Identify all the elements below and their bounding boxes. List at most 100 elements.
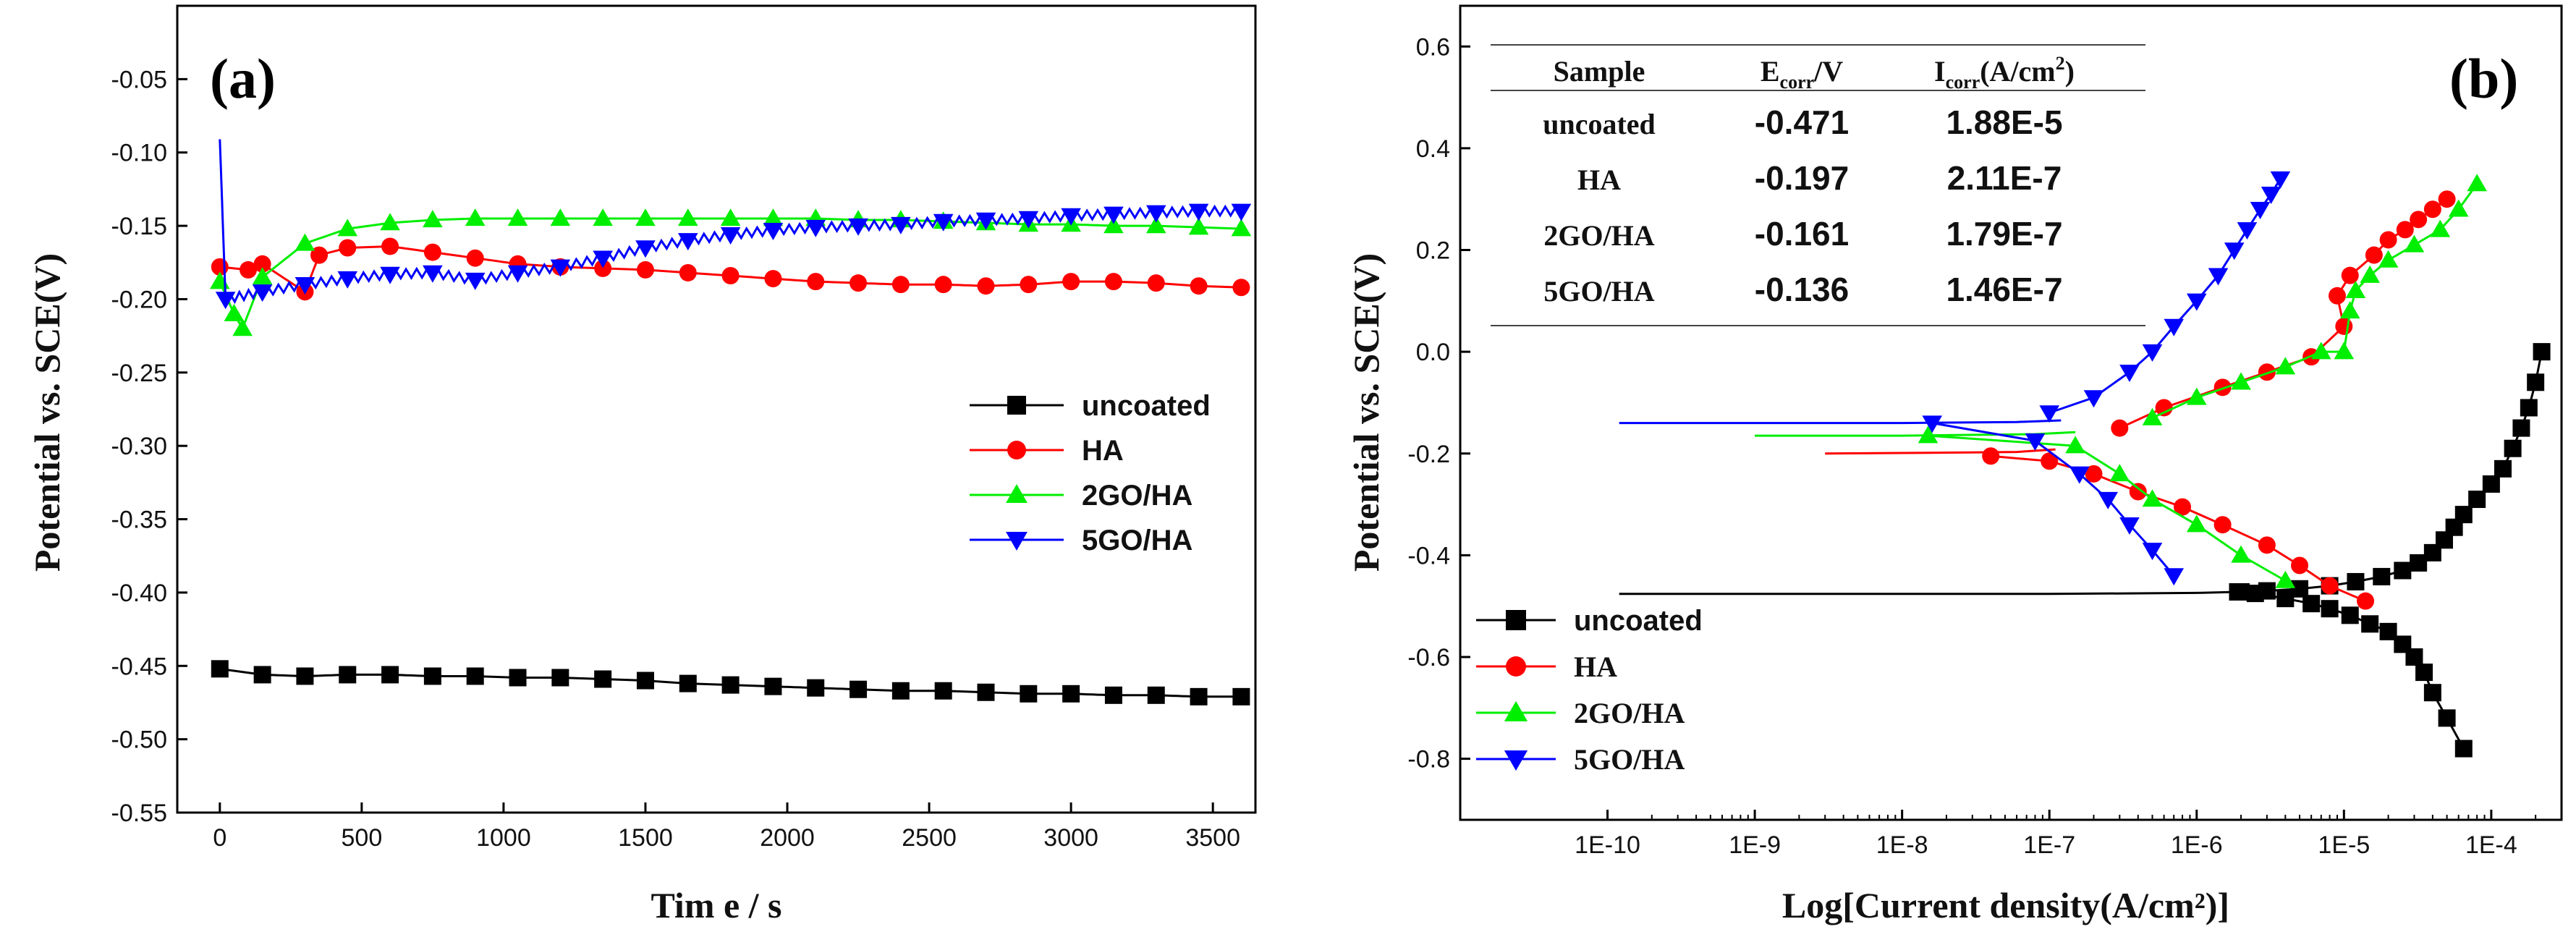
data-point	[1018, 211, 1039, 229]
y-tick-label: -0.20	[111, 286, 168, 313]
legend-marker	[1504, 750, 1528, 771]
data-point	[934, 276, 952, 294]
series-line	[219, 139, 1242, 305]
table-row: uncoated -0.471 1.88E-5	[1543, 103, 2062, 141]
data-point	[337, 271, 358, 289]
legend: uncoated HA 2GO/HA 5GO/HA	[970, 390, 1211, 556]
y-tick-label: -0.2	[1407, 441, 1450, 468]
legend-label: 5GO/HA	[1082, 525, 1192, 556]
data-point	[2438, 190, 2456, 208]
data-point	[423, 210, 443, 228]
data-point	[677, 233, 698, 251]
data-point	[1147, 274, 1165, 292]
data-point	[2164, 568, 2185, 586]
series-5go-ha	[215, 139, 1252, 310]
data-point	[2438, 709, 2456, 727]
data-point	[2423, 684, 2441, 702]
data-point	[2258, 582, 2276, 600]
data-point	[465, 208, 486, 226]
y-tick-label: -0.05	[111, 66, 168, 93]
data-point	[2494, 459, 2512, 478]
y-axis-label: Potential vs. SCE(V)	[27, 253, 67, 572]
series-baseline	[1619, 590, 2238, 596]
x-tick-label: 3500	[1185, 824, 1240, 852]
data-point	[593, 208, 613, 226]
data-point	[2404, 234, 2425, 253]
data-point	[2302, 595, 2321, 613]
data-point	[2142, 407, 2163, 425]
y-tick-label: -0.35	[111, 507, 168, 534]
data-point	[252, 267, 273, 285]
data-point	[2270, 171, 2291, 189]
data-point	[679, 263, 697, 281]
legend-marker	[1504, 700, 1528, 721]
x-tick-label: 1E-5	[2318, 831, 2370, 859]
x-tick-label: 1E-7	[2023, 831, 2075, 859]
x-tick-label: 2500	[902, 824, 957, 852]
data-point	[240, 260, 258, 279]
data-point	[2258, 536, 2276, 554]
data-point	[763, 222, 784, 240]
data-point	[1104, 273, 1122, 291]
data-point	[891, 682, 910, 700]
data-point	[2415, 664, 2433, 682]
data-point	[1147, 686, 1165, 704]
series-2go-ha	[1755, 174, 2487, 588]
data-point	[2512, 419, 2530, 437]
data-point	[2341, 606, 2359, 624]
y-tick-label: 0.6	[1416, 33, 1450, 61]
data-point	[337, 219, 358, 237]
data-point	[1918, 425, 1939, 444]
data-point	[850, 274, 868, 292]
legend-marker	[1006, 484, 1028, 504]
data-point	[764, 677, 782, 695]
table-cell-sample: HA	[1577, 164, 1621, 196]
data-point	[2039, 405, 2060, 423]
data-point	[2291, 580, 2309, 598]
y-tick-label: 0.2	[1416, 237, 1450, 265]
series-ha	[211, 237, 1250, 301]
data-point	[2142, 489, 2163, 507]
data-point	[2468, 491, 2486, 509]
data-point	[2275, 357, 2296, 375]
data-point	[636, 260, 654, 279]
data-point	[509, 669, 527, 687]
data-point	[295, 276, 315, 294]
data-point	[2224, 242, 2245, 260]
data-point	[677, 208, 698, 226]
data-point	[2365, 246, 2383, 264]
data-point	[2025, 433, 2046, 451]
legend-marker	[1007, 441, 1026, 459]
data-point	[2321, 600, 2339, 618]
table-header-sample: Sample	[1554, 55, 1645, 88]
table-cell-icorr: 1.79E-7	[1946, 215, 2062, 253]
table-cell-icorr: 2.11E-7	[1947, 159, 2062, 197]
table-cell-ecorr: -0.161	[1755, 215, 1849, 253]
data-point	[1062, 273, 1080, 291]
data-point	[721, 676, 740, 694]
data-point	[2231, 545, 2251, 563]
legend-marker	[1007, 396, 1026, 415]
data-point	[1103, 216, 1124, 234]
data-point	[2111, 419, 2129, 437]
data-point	[2237, 222, 2258, 240]
data-point	[466, 249, 484, 267]
panel-a: 0 500 1000 1500 2000 2500 3000 3500 -0.05 -0.10 -0…	[27, 4, 1257, 925]
legend-label: HA	[1082, 435, 1124, 467]
data-point	[2533, 343, 2551, 361]
data-point	[1188, 217, 1209, 235]
data-point	[679, 674, 697, 692]
data-point	[764, 270, 782, 288]
data-point	[423, 667, 441, 685]
table-cell-sample: 5GO/HA	[1543, 275, 1654, 308]
data-point	[2119, 365, 2140, 383]
table-cell-ecorr: -0.136	[1755, 271, 1849, 308]
panel-b: 1E-10 1E-9 1E-8 1E-7 1E-6 1E-5 1E-4 0.6 0.4 0.2 0.…	[1346, 4, 2563, 925]
legend: uncoated HA 2GO/HA 5GO/HA	[1476, 605, 1703, 776]
data-point	[2186, 387, 2207, 405]
data-point	[1061, 208, 1081, 226]
data-point	[381, 666, 399, 684]
data-point	[210, 271, 230, 289]
data-point	[1145, 216, 1166, 234]
data-point	[380, 213, 400, 231]
